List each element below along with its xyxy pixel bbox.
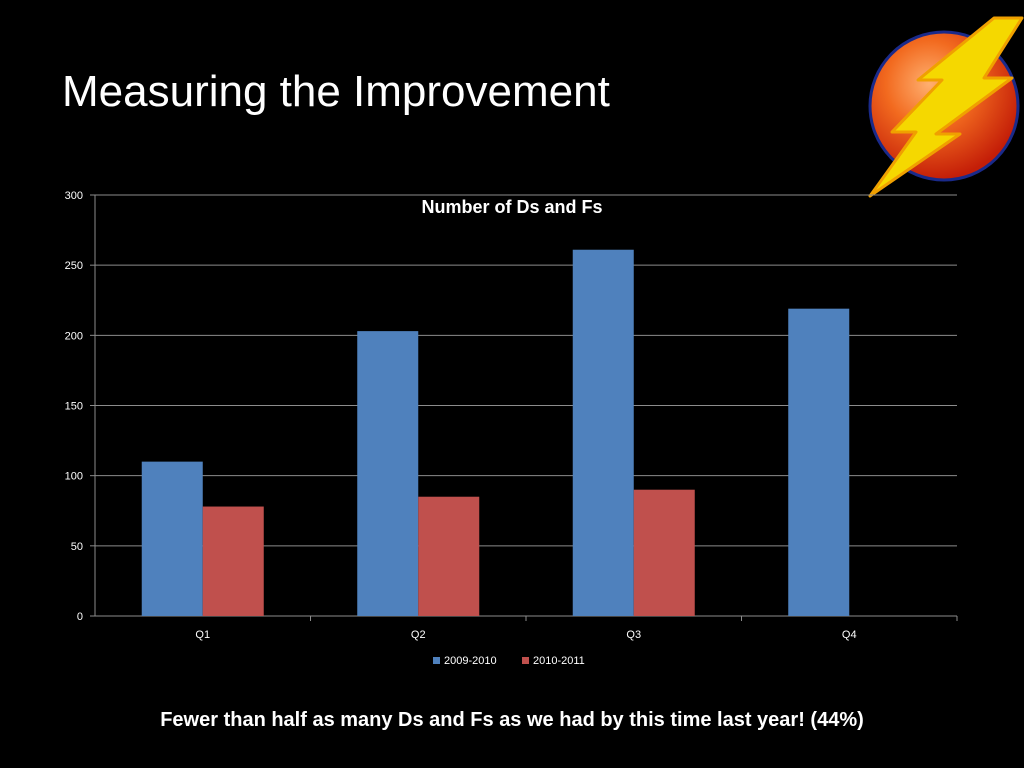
- bar-2010-2011-Q3: [633, 489, 695, 616]
- y-tick-label: 250: [65, 260, 83, 272]
- x-tick-label: Q4: [842, 629, 857, 641]
- slide-title: Measuring the Improvement: [62, 67, 610, 116]
- y-tick-label: 50: [71, 541, 83, 553]
- y-tick-label: 150: [65, 401, 83, 413]
- legend-label: 2010-2011: [533, 655, 585, 667]
- bar-chart: 0 50 100 150 200 250 300 Q1 Q2 Q3 Q4 Number of Ds a…: [65, 190, 958, 667]
- y-tick-label: 200: [65, 330, 83, 342]
- y-tick-label: 100: [65, 471, 83, 483]
- bar-2009-2010-Q2: [357, 331, 419, 616]
- legend-label: 2009-2010: [444, 655, 497, 667]
- chart: 0 50 100 150 200 250 300 Q1 Q2 Q3 Q4 Number of Ds a…: [0, 180, 1024, 680]
- lightning-bolt-icon: [868, 16, 1024, 198]
- x-tick-label: Q2: [411, 629, 426, 641]
- bar-2010-2011-Q2: [418, 496, 480, 616]
- x-tick-label: Q3: [626, 629, 641, 641]
- caption: Fewer than half as many Ds and Fs as we …: [160, 709, 864, 731]
- y-tick-label: 0: [77, 611, 83, 623]
- x-tick-label: Q1: [195, 629, 210, 641]
- bar-2010-2011-Q1: [202, 506, 264, 616]
- legend-swatch: [433, 657, 440, 664]
- bar-2009-2010-Q3: [572, 249, 634, 616]
- logo-bolt: [868, 16, 1024, 198]
- bar-2009-2010-Q4: [788, 308, 850, 616]
- chart-title: Number of Ds and Fs: [421, 197, 602, 217]
- legend-swatch: [522, 657, 529, 664]
- bar-2009-2010-Q1: [141, 461, 203, 616]
- y-tick-label: 300: [65, 190, 83, 202]
